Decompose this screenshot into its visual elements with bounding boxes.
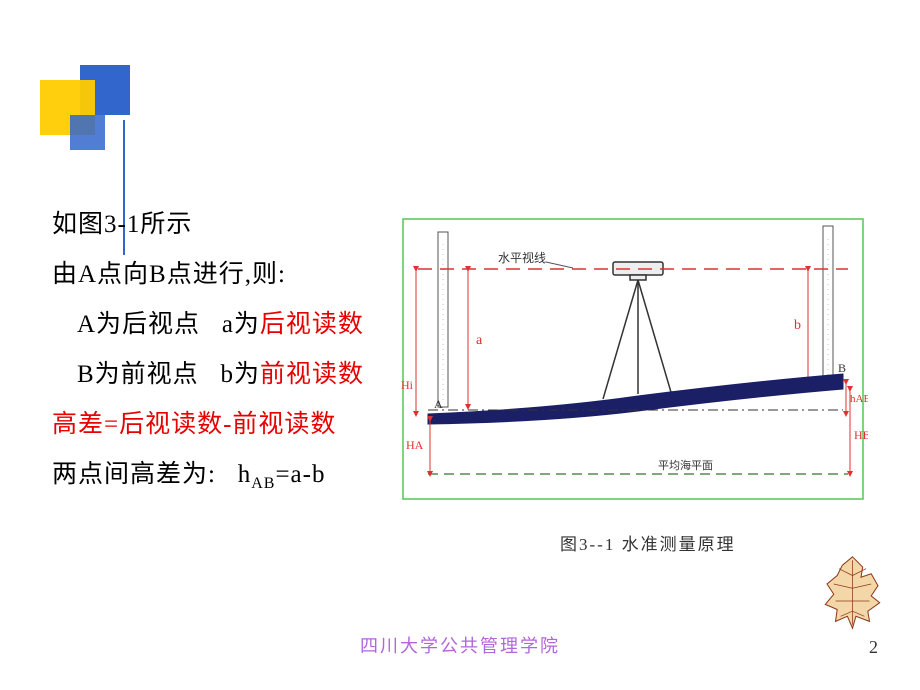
line3-part-c: 后视读数 xyxy=(260,311,364,338)
figure-diagram: 水平视线 a b A B hAB Hi 平均海平面 HA HB xyxy=(398,214,868,514)
text-line-5: 高差=后视读数-前视读数 xyxy=(52,400,364,450)
leaf-icon xyxy=(810,550,895,635)
line6-part-a: 两点间高差为: xyxy=(52,461,216,488)
label-b: b xyxy=(794,318,801,333)
text-line-3: A为后视点 a为后视读数 xyxy=(52,300,364,350)
line3-part-a: A为后视点 xyxy=(77,311,200,338)
line4-part-a: B为前视点 xyxy=(77,361,199,388)
text-line-4: B为前视点 b为前视读数 xyxy=(52,350,364,400)
page-number: 2 xyxy=(869,637,878,658)
line4-part-c: 前视读数 xyxy=(260,361,364,388)
label-hAB: hAB xyxy=(850,393,868,405)
main-text: 如图3-1所示 由A点向B点进行,则: A为后视点 a为后视读数 B为前视点 b… xyxy=(52,200,364,509)
label-Hi: Hi xyxy=(401,378,414,392)
label-horizontal-sight: 水平视线 xyxy=(498,250,546,265)
text-line-2: 由A点向B点进行,则: xyxy=(52,250,364,300)
line4-part-b: b为 xyxy=(220,361,260,388)
text-line-1: 如图3-1所示 xyxy=(52,200,364,250)
label-B: B xyxy=(838,361,846,375)
line6-part-c: =a-b xyxy=(275,461,325,488)
label-HB: HB xyxy=(854,428,868,442)
figure-caption: 图3--1 水准测量原理 xyxy=(560,530,736,555)
text-line-6: 两点间高差为: hAB=a-b xyxy=(52,450,364,509)
label-a: a xyxy=(476,333,483,348)
label-A: A xyxy=(434,397,443,411)
line6-sub: AB xyxy=(251,475,275,492)
footer-text: 四川大学公共管理学院 xyxy=(0,632,920,658)
label-sea-level: 平均海平面 xyxy=(658,458,713,472)
label-HA: HA xyxy=(406,438,424,452)
line6-part-b: h xyxy=(238,461,252,488)
line3-part-b: a为 xyxy=(222,311,260,338)
decor-square-blue-small xyxy=(70,115,105,150)
